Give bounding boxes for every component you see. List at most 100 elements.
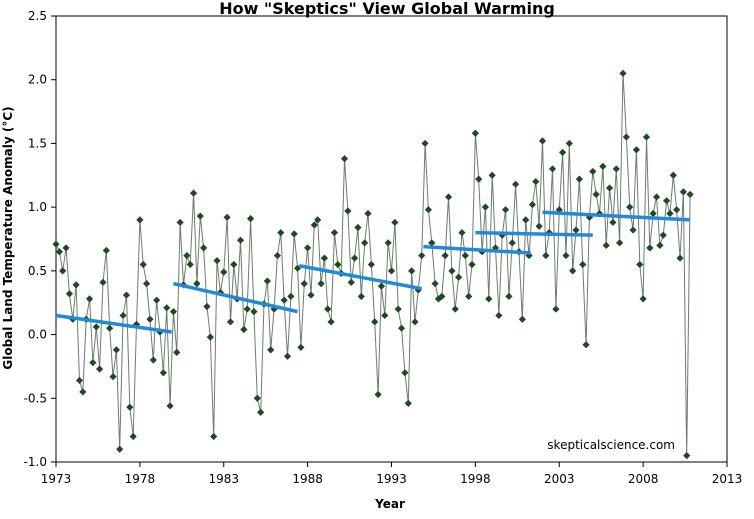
data-point <box>387 267 396 275</box>
data-point <box>354 223 362 232</box>
y-tick-label: 1.5 <box>28 136 47 150</box>
data-point <box>183 251 191 260</box>
data-point <box>283 352 292 360</box>
data-point <box>89 359 97 367</box>
data-point <box>626 203 634 211</box>
data-point <box>512 180 520 188</box>
plot-area: -1.0 -0.5 0.0 0.5 1.0 1.5 2.0 2.5 1973 1978 1983 19… <box>24 9 743 486</box>
data-point <box>424 206 433 214</box>
data-point <box>317 280 325 288</box>
data-point <box>176 218 184 227</box>
data-point <box>246 215 255 223</box>
data-point <box>330 229 339 237</box>
data-point <box>532 178 540 186</box>
data-point <box>109 373 117 381</box>
trend-line <box>542 210 691 222</box>
data-point <box>226 318 235 326</box>
data-point <box>384 239 392 247</box>
data-point <box>142 280 151 288</box>
data-point <box>632 146 641 154</box>
data-point <box>277 229 285 237</box>
data-point <box>280 296 288 304</box>
data-point <box>572 226 580 234</box>
data-point <box>639 295 647 303</box>
data-point <box>505 292 513 300</box>
data-point <box>438 292 446 300</box>
data-point <box>206 333 214 341</box>
x-tick-label: 1998 <box>460 472 491 486</box>
data-point <box>612 165 620 173</box>
data-point <box>196 212 204 220</box>
data-point <box>401 369 409 377</box>
data-point <box>267 346 275 354</box>
data-point <box>79 388 87 396</box>
data-point <box>518 315 526 323</box>
data-point <box>394 305 402 313</box>
data-point <box>428 239 436 247</box>
data-point <box>659 231 667 239</box>
x-tick-label: 1993 <box>376 472 407 486</box>
data-point <box>85 295 94 303</box>
data-point <box>609 218 617 227</box>
trend-line <box>298 264 423 291</box>
data-point <box>367 260 375 269</box>
data-point <box>522 216 530 224</box>
data-point <box>589 167 597 176</box>
data-point <box>636 260 644 269</box>
data-point <box>163 304 171 312</box>
y-tick-label: -1.0 <box>24 455 47 469</box>
data-point <box>173 348 181 357</box>
data-point <box>236 236 245 244</box>
data-point <box>102 246 110 255</box>
data-point <box>528 200 537 209</box>
data-point <box>324 305 332 313</box>
data-point <box>569 267 577 275</box>
data-point <box>461 251 469 260</box>
data-point <box>652 193 661 201</box>
data-point <box>340 155 349 163</box>
data-point <box>300 280 308 288</box>
data-point <box>431 280 439 288</box>
data-point <box>287 292 295 300</box>
data-point <box>444 193 453 201</box>
data-point <box>418 251 426 260</box>
data-point <box>223 213 231 221</box>
data-point <box>116 445 124 453</box>
data-point <box>451 305 459 313</box>
data-point <box>99 278 107 286</box>
trend-line <box>173 281 298 314</box>
data-point <box>136 216 144 224</box>
data-point <box>498 231 506 239</box>
data-point <box>310 221 318 229</box>
data-point <box>622 133 630 141</box>
data-point <box>471 129 479 137</box>
data-point <box>357 292 365 300</box>
data-point <box>297 343 305 351</box>
data-point <box>75 376 84 385</box>
data-point <box>649 209 657 218</box>
data-point <box>166 402 174 410</box>
data-point <box>361 239 369 247</box>
data-point <box>559 148 567 156</box>
data-point <box>411 318 419 326</box>
data-point <box>65 290 74 298</box>
y-tick-label: 2.5 <box>28 9 47 23</box>
data-point <box>676 254 684 262</box>
x-tick-label: 1988 <box>292 472 323 486</box>
x-tick-label: 1973 <box>41 472 72 486</box>
data-point <box>404 399 412 407</box>
data-point <box>475 175 483 183</box>
data-point <box>240 325 248 334</box>
data-point <box>552 305 560 313</box>
data-point <box>119 311 127 320</box>
data-point <box>371 318 379 326</box>
series-line <box>55 73 691 456</box>
data-point <box>146 315 154 323</box>
data-point <box>263 277 271 285</box>
watermark-text: skepticalscience.com <box>547 438 675 452</box>
data-point <box>59 267 67 275</box>
data-point <box>646 244 654 252</box>
data-point <box>663 197 671 205</box>
data-point <box>501 206 510 214</box>
